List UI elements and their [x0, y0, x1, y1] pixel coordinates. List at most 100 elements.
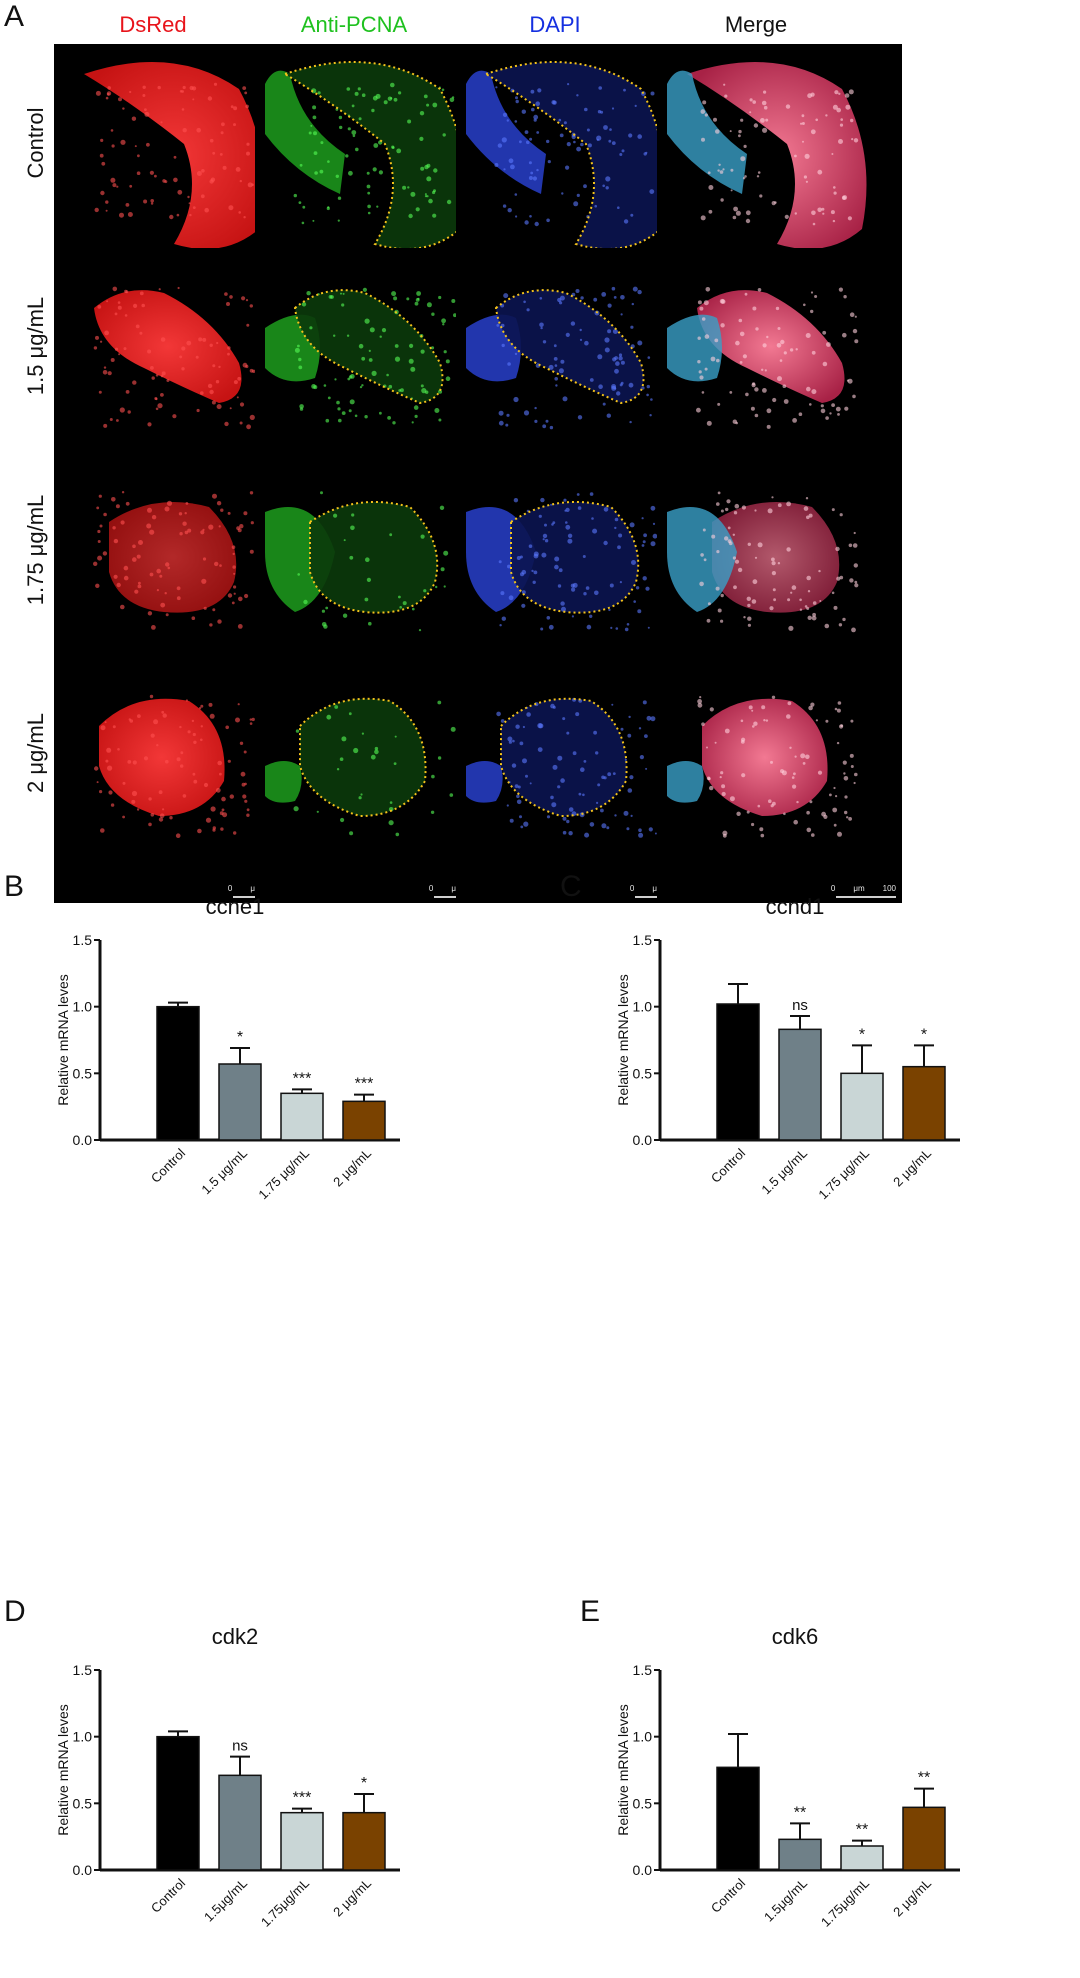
- bar: [902, 1806, 946, 1871]
- nucleus-dot: [843, 772, 846, 775]
- nucleus-dot: [153, 719, 159, 725]
- nucleus-dot: [639, 755, 644, 760]
- nucleus-dot: [650, 398, 653, 401]
- tissue-region: [300, 698, 426, 816]
- nucleus-dot: [732, 533, 735, 536]
- nucleus-dot: [763, 105, 768, 110]
- nucleus-dot: [722, 833, 727, 838]
- nucleus-dot: [642, 540, 646, 544]
- nucleus-dot: [509, 818, 514, 823]
- nucleus-dot: [95, 583, 100, 588]
- nucleus-dot: [498, 410, 504, 416]
- nucleus-dot: [710, 356, 716, 362]
- nucleus-dot: [727, 526, 731, 530]
- nucleus-dot: [751, 709, 754, 712]
- nucleus-dot: [727, 539, 732, 543]
- nucleus-dot: [236, 396, 239, 399]
- nucleus-dot: [754, 387, 759, 392]
- nucleus-dot: [192, 206, 196, 210]
- nucleus-dot: [806, 386, 811, 392]
- nucleus-dot: [707, 602, 711, 606]
- nucleus-dot: [812, 222, 816, 226]
- nucleus-dot: [250, 521, 254, 525]
- nucleus-dot: [849, 312, 855, 317]
- nucleus-dot: [537, 88, 542, 93]
- nucleus-dot: [760, 833, 765, 838]
- nucleus-dot: [558, 368, 564, 374]
- nucleus-dot: [779, 359, 783, 362]
- column-label-dapi: DAPI: [529, 12, 581, 37]
- nucleus-dot: [708, 209, 713, 214]
- nucleus-dot: [532, 176, 537, 181]
- nucleus-dot: [540, 326, 543, 330]
- nucleus-dot: [192, 98, 195, 101]
- nucleus-dot: [810, 129, 816, 135]
- nucleus-dot: [580, 142, 584, 147]
- nucleus-dot: [825, 719, 829, 723]
- nucleus-dot: [854, 583, 859, 588]
- nucleus-dot: [617, 545, 621, 550]
- nucleus-dot: [568, 831, 573, 836]
- nucleus-dot: [529, 782, 532, 785]
- nucleus-dot: [579, 328, 582, 332]
- nucleus-dot: [192, 772, 196, 776]
- nucleus-dot: [733, 206, 738, 212]
- nucleus-dot: [222, 165, 227, 170]
- nucleus-dot: [614, 814, 617, 817]
- nucleus-dot: [618, 353, 623, 357]
- nucleus-dot: [98, 390, 102, 394]
- nucleus-dot: [231, 601, 235, 605]
- nucleus-dot: [589, 822, 595, 827]
- nucleus-dot: [699, 375, 704, 380]
- nucleus-dot: [707, 777, 711, 781]
- x-tick-label: Control: [148, 1145, 188, 1185]
- nucleus-dot: [373, 143, 379, 148]
- nucleus-dot: [592, 528, 598, 534]
- bar: [218, 1774, 262, 1871]
- nucleus-dot: [558, 568, 563, 573]
- nucleus-dot: [246, 808, 250, 812]
- nucleus-dot: [729, 391, 733, 394]
- nucleus-dot: [233, 380, 238, 385]
- nucleus-dot: [582, 555, 586, 558]
- nucleus-dot: [825, 416, 829, 420]
- significance-label: *: [859, 1026, 865, 1043]
- chart-title: cdk2: [212, 1624, 258, 1649]
- nucleus-dot: [747, 623, 751, 627]
- micrograph-image: [466, 492, 658, 632]
- nucleus-dot: [424, 164, 429, 170]
- nucleus-dot: [815, 118, 818, 122]
- nucleus-dot: [560, 778, 565, 783]
- nucleus-dot: [217, 760, 222, 766]
- nucleus-dot: [803, 506, 809, 511]
- nucleus-dot: [249, 722, 253, 725]
- nucleus-dot: [227, 352, 230, 356]
- y-tick-label: 1.0: [73, 1729, 93, 1745]
- nucleus-dot: [604, 337, 610, 343]
- nucleus-dot: [123, 347, 127, 351]
- nucleus-dot: [209, 179, 214, 184]
- nucleus-dot: [620, 295, 625, 300]
- tissue-region: [511, 502, 639, 613]
- nucleus-dot: [763, 719, 766, 722]
- nucleus-dot: [243, 511, 248, 516]
- nucleus-dot: [767, 508, 773, 514]
- nucleus-dot: [554, 364, 558, 367]
- nucleus-dot: [241, 296, 246, 301]
- nucleus-dot: [348, 409, 352, 413]
- significance-label: ns: [232, 1738, 248, 1755]
- nucleus-dot: [178, 512, 183, 516]
- nucleus-dot: [791, 585, 797, 590]
- nucleus-dot: [717, 491, 721, 495]
- nucleus-dot: [149, 170, 154, 175]
- nucleus-dot: [805, 754, 810, 760]
- y-tick-label: 0.0: [633, 1132, 653, 1148]
- nucleus-dot: [211, 400, 216, 405]
- bar: [342, 1100, 386, 1141]
- nucleus-dot: [112, 526, 116, 530]
- nucleus-dot: [340, 817, 345, 823]
- dotted-outline: [494, 289, 645, 405]
- nucleus-dot: [151, 515, 157, 520]
- nucleus-dot: [361, 356, 366, 361]
- nucleus-dot: [629, 522, 635, 528]
